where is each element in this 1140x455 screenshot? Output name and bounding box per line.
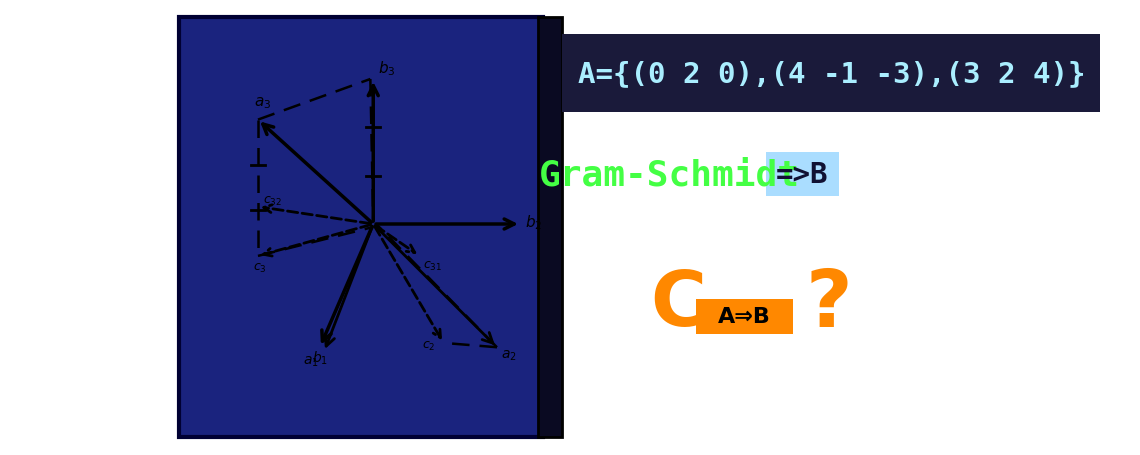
Text: $c_{31}$: $c_{31}$ — [423, 259, 441, 273]
Text: Gram-Schmidt: Gram-Schmidt — [538, 157, 799, 192]
Bar — [179, 18, 543, 437]
Text: C: C — [651, 268, 707, 341]
Bar — [538, 18, 562, 437]
Text: $a_1$: $a_1$ — [303, 354, 318, 368]
Text: $b_1$: $b_1$ — [312, 349, 328, 366]
Text: =>B: =>B — [775, 161, 828, 188]
Text: A={(0 2 0),(4 -1 -3),(3 2 4)}: A={(0 2 0),(4 -1 -3),(3 2 4)} — [578, 60, 1085, 88]
Text: $c_{32}$: $c_{32}$ — [263, 194, 282, 207]
Bar — [562, 35, 1100, 113]
Text: $b_3$: $b_3$ — [378, 59, 396, 78]
Text: $c_3$: $c_3$ — [253, 261, 267, 274]
Text: $c_2$: $c_2$ — [422, 339, 435, 352]
Text: $b_2$: $b_2$ — [524, 213, 543, 232]
Bar — [766, 153, 839, 197]
Text: $a_3$: $a_3$ — [254, 96, 271, 111]
Text: $a_2$: $a_2$ — [500, 348, 516, 362]
Text: A⇒B: A⇒B — [718, 306, 771, 326]
Text: ?: ? — [806, 265, 853, 343]
Bar — [697, 299, 793, 334]
